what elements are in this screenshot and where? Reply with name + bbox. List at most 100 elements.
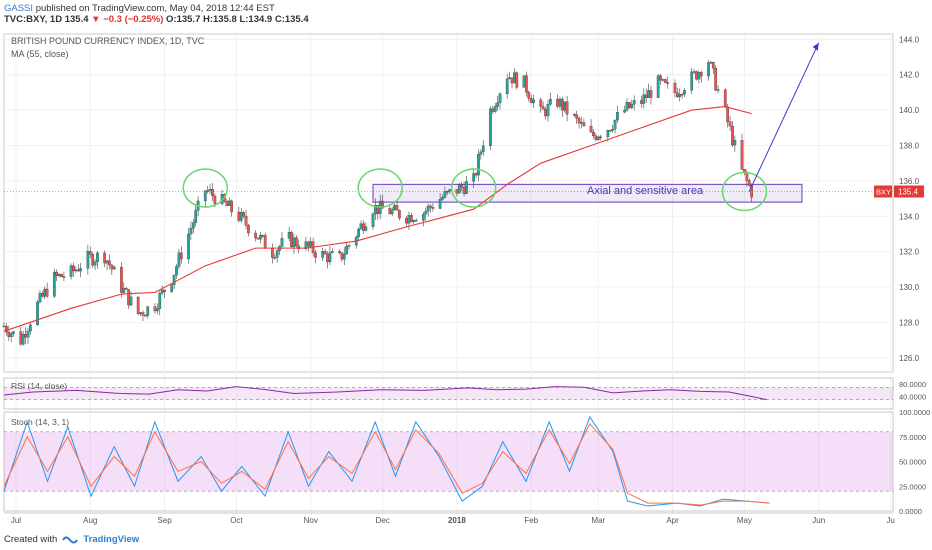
ma-legend: MA (55, close) <box>11 49 69 59</box>
candle-body <box>647 90 650 98</box>
candle-body <box>429 205 432 208</box>
candle-body <box>395 205 399 211</box>
highlight-ellipses <box>182 168 768 212</box>
highlight-ellipse <box>357 168 403 208</box>
time-axis[interactable]: Jul Aug Sep Oct Nov Dec 2018 Feb Mar Apr May Jun Ju <box>4 512 895 525</box>
candle-body <box>398 210 401 219</box>
main-grid <box>3 33 894 513</box>
author-link[interactable]: GASSI <box>4 3 34 14</box>
x-tick-label: Mar <box>591 516 605 525</box>
candle-body <box>525 75 528 93</box>
candle-body <box>474 173 478 176</box>
tradingview-brand[interactable]: TradingView <box>83 534 140 545</box>
candle-body <box>421 213 425 221</box>
candle-body <box>160 289 164 294</box>
candle-body <box>191 222 195 229</box>
candle-body <box>477 154 480 176</box>
candle-body <box>728 121 732 127</box>
candle-body <box>259 235 262 240</box>
candle-body <box>72 265 75 272</box>
candle-body <box>572 114 576 116</box>
candle-body <box>580 122 583 124</box>
candle-body <box>563 101 567 111</box>
candle-body <box>441 197 444 200</box>
candle-body <box>431 207 435 209</box>
candle-body <box>462 187 466 194</box>
candle-body <box>560 98 564 111</box>
y-tick-label: 130.0 <box>899 283 920 292</box>
candle-body <box>177 252 181 267</box>
candle-body <box>589 125 593 133</box>
candle-body <box>88 251 92 255</box>
candle-body <box>532 99 535 104</box>
candle-body <box>410 215 413 222</box>
candle-body <box>611 129 614 131</box>
candle-body <box>323 251 327 255</box>
candle-body <box>582 122 586 127</box>
x-tick-label: May <box>737 516 752 525</box>
zone-annotation: Axial and sensitive area <box>587 185 704 197</box>
candle-body <box>393 205 396 210</box>
candle-body <box>237 211 241 221</box>
candle-body <box>455 189 459 194</box>
candle-body <box>211 189 214 197</box>
chart-header: GASSI published on TradingView.com, May … <box>4 3 309 25</box>
projection-arrow <box>748 42 820 192</box>
stoch-pane: 100.0000 75.0000 50.0000 25.0000 0.0000 <box>3 408 930 516</box>
rsi-line <box>3 386 767 401</box>
candle-body <box>412 220 416 222</box>
y-tick-label: 138.0 <box>899 141 920 150</box>
candle-body <box>673 82 677 94</box>
symbol-label[interactable]: TVC:BXY, 1D <box>4 14 63 25</box>
main-pane-border <box>3 33 894 373</box>
candle-body <box>96 252 99 262</box>
candle-body <box>153 306 157 312</box>
candle-body <box>206 190 210 192</box>
candle-body <box>321 251 325 258</box>
candle-body <box>347 245 351 247</box>
candle-body <box>175 266 178 276</box>
candle-body <box>105 260 109 264</box>
candle-body <box>594 135 598 140</box>
x-tick-label: Feb <box>524 516 538 525</box>
stoch-k-line <box>3 415 770 507</box>
candle-body <box>254 232 257 239</box>
candle-body <box>156 308 159 312</box>
symbol-price-tag <box>874 185 892 198</box>
price-change: ▼ −0.3 (−0.25%) <box>91 14 164 25</box>
candle-body <box>558 98 562 107</box>
candle-body <box>699 72 703 77</box>
candle-body <box>644 94 648 98</box>
candle-body <box>716 89 720 91</box>
candle-body <box>60 274 63 277</box>
close-value: C:135.4 <box>274 14 309 25</box>
candle-body <box>556 98 559 107</box>
candle-body <box>541 106 545 110</box>
pane-band <box>4 431 893 492</box>
high-value: H:135.8 <box>203 14 237 25</box>
candle-body <box>76 269 80 272</box>
candle-body <box>659 75 662 81</box>
candle-body <box>12 331 15 334</box>
candle-body <box>110 264 114 270</box>
candle-body <box>675 92 679 97</box>
candle-body <box>649 90 653 98</box>
candle-body <box>2 325 6 328</box>
candle-body <box>208 189 212 191</box>
candle-body <box>141 312 145 316</box>
candle-body <box>45 288 49 297</box>
candle-body <box>247 225 250 234</box>
open-value: O:135.7 <box>166 14 201 25</box>
candle-body <box>405 217 408 224</box>
candle-body <box>271 248 274 258</box>
candle-body <box>86 251 90 269</box>
y-tick-label: 126.0 <box>899 354 920 363</box>
price-axis[interactable]: 144.0 142.0 140.0 138.0 136.0 134.0 132.0 130.0… <box>874 35 924 363</box>
candle-body <box>596 136 600 140</box>
candle-body <box>711 62 715 69</box>
x-tick-label: 2018 <box>448 516 466 525</box>
candle-body <box>498 93 502 103</box>
candle-body <box>692 71 696 73</box>
candle-body <box>103 252 106 264</box>
